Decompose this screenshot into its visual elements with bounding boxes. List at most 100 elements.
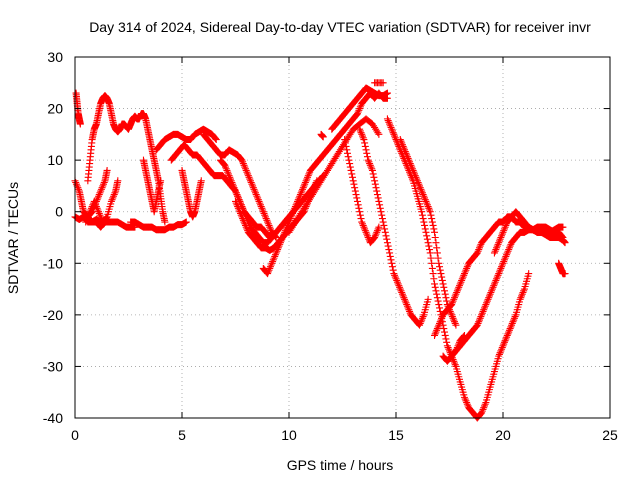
data-point	[240, 161, 248, 169]
data-point	[289, 208, 297, 216]
data-point	[423, 235, 431, 243]
data-point	[243, 168, 251, 176]
data-point	[263, 216, 271, 224]
data-point	[500, 256, 508, 264]
data-point	[229, 180, 237, 188]
data-point	[426, 208, 434, 216]
data-point	[259, 206, 267, 214]
data-point	[454, 342, 462, 350]
data-point	[352, 191, 360, 199]
data-point	[496, 349, 504, 357]
data-point	[503, 331, 511, 339]
data-point	[384, 242, 392, 250]
data-point	[499, 259, 507, 267]
data-point	[223, 166, 231, 174]
data-point	[416, 319, 424, 327]
data-point	[382, 232, 390, 240]
data-point	[227, 175, 235, 183]
data-point	[385, 118, 393, 126]
data-point	[460, 270, 468, 278]
data-point	[490, 249, 498, 257]
data-point	[412, 173, 420, 181]
data-point	[161, 218, 169, 226]
data-point	[482, 301, 490, 309]
data-point	[242, 223, 250, 231]
data-point	[431, 283, 439, 291]
data-point	[420, 192, 428, 200]
data-point	[379, 79, 387, 87]
data-point	[300, 182, 308, 190]
data-point	[433, 290, 441, 298]
data-point	[423, 232, 431, 240]
data-point	[234, 203, 242, 211]
data-point	[362, 146, 370, 154]
data-point	[442, 294, 450, 302]
data-point	[284, 220, 292, 228]
data-point	[411, 170, 419, 178]
y-tick-label: -10	[43, 255, 63, 271]
data-point	[501, 254, 509, 262]
data-point	[476, 242, 484, 250]
data-point	[495, 270, 503, 278]
data-point	[431, 228, 439, 236]
data-point	[431, 234, 439, 241]
series-track-11	[199, 130, 280, 241]
data-point	[498, 263, 506, 271]
series-track-27	[371, 79, 387, 87]
data-point	[448, 313, 456, 321]
data-point	[450, 294, 458, 302]
data-point	[449, 314, 457, 322]
data-point	[417, 185, 425, 193]
data-point	[418, 187, 426, 195]
data-point	[251, 187, 259, 195]
data-point	[485, 292, 493, 300]
data-point	[353, 197, 361, 205]
data-point	[501, 223, 509, 231]
data-point	[255, 197, 263, 205]
data-point	[436, 266, 444, 274]
data-point	[436, 263, 444, 271]
plot-frame	[74, 56, 611, 419]
data-point	[357, 129, 365, 137]
data-point	[479, 405, 487, 413]
series-track-18	[341, 136, 383, 247]
data-point	[505, 326, 513, 334]
data-point	[102, 214, 110, 222]
data-point	[406, 158, 414, 166]
data-point	[240, 218, 248, 226]
data-point	[157, 177, 165, 185]
data-point	[419, 313, 427, 321]
series-track-17	[328, 84, 391, 133]
data-point	[368, 166, 376, 174]
data-point	[266, 264, 274, 272]
data-point	[500, 225, 508, 233]
data-point	[423, 199, 431, 207]
data-point	[96, 211, 104, 219]
data-point	[362, 228, 370, 236]
data-point	[348, 170, 356, 178]
data-point	[301, 180, 309, 188]
data-point	[372, 230, 380, 238]
data-point	[445, 345, 453, 353]
data-point	[356, 211, 364, 219]
data-point	[101, 218, 109, 226]
series-track-4	[84, 92, 169, 226]
data-point	[477, 313, 485, 321]
data-point	[505, 328, 513, 336]
data-point	[379, 218, 387, 226]
data-point	[111, 189, 119, 197]
data-point	[296, 192, 304, 200]
series-track-16	[317, 130, 327, 141]
data-point	[455, 340, 463, 348]
x-axis-label: GPS time / hours	[287, 457, 394, 473]
data-point	[289, 209, 297, 217]
data-point	[269, 256, 277, 264]
data-point	[450, 316, 458, 324]
data-point	[304, 172, 312, 180]
data-point	[414, 178, 422, 186]
data-point	[448, 311, 456, 319]
data-point	[420, 218, 428, 226]
data-point	[406, 160, 414, 168]
data-point	[419, 191, 427, 199]
data-point	[516, 295, 524, 303]
